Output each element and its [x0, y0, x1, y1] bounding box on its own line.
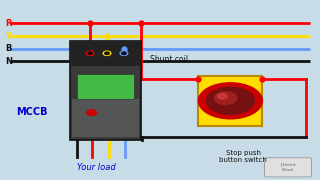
Text: B: B: [5, 44, 11, 53]
Text: MCCB: MCCB: [16, 107, 48, 117]
Bar: [198, 76, 262, 126]
Bar: [70, 41, 141, 66]
Circle shape: [218, 94, 227, 99]
Circle shape: [103, 51, 111, 55]
Text: Stop push
button switch: Stop push button switch: [219, 150, 267, 163]
Circle shape: [206, 87, 254, 114]
Bar: [70, 41, 141, 140]
Text: JrElectric
School: JrElectric School: [280, 163, 296, 172]
Circle shape: [87, 110, 96, 115]
Bar: [77, 74, 134, 99]
Circle shape: [122, 52, 126, 55]
Circle shape: [105, 52, 109, 55]
Circle shape: [120, 51, 128, 55]
Bar: [72, 99, 139, 137]
Circle shape: [88, 52, 92, 55]
Circle shape: [198, 83, 262, 119]
Circle shape: [214, 92, 237, 104]
Circle shape: [86, 51, 94, 55]
FancyBboxPatch shape: [265, 158, 311, 177]
Text: Shunt coil: Shunt coil: [150, 55, 188, 64]
Text: Your load: Your load: [76, 163, 116, 172]
Text: N: N: [5, 57, 12, 66]
Text: R: R: [5, 19, 11, 28]
Text: Y: Y: [5, 31, 11, 40]
